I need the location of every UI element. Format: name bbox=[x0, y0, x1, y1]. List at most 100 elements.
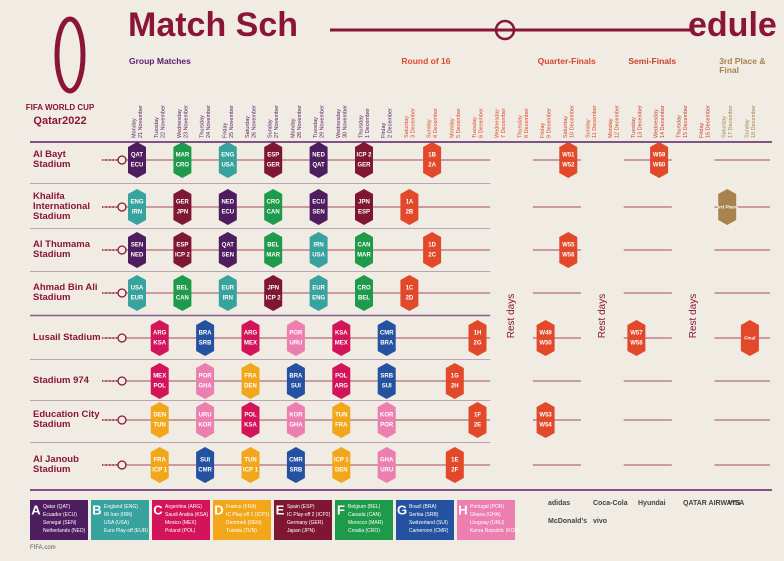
group-team: Uruguay (URU) bbox=[470, 520, 505, 526]
match-team: BRA bbox=[199, 331, 213, 337]
match-team: W59 bbox=[653, 153, 666, 159]
match-team: BEL bbox=[176, 286, 188, 292]
match-badge bbox=[309, 189, 328, 225]
date-label: 25 November bbox=[229, 105, 235, 138]
date-label: 2 December bbox=[388, 108, 394, 138]
match-team: W60 bbox=[653, 163, 666, 169]
stadium-name: Lusail Stadium bbox=[33, 332, 101, 344]
match-badge bbox=[218, 275, 237, 311]
match-team: 1C bbox=[406, 286, 414, 292]
match-badge bbox=[332, 363, 351, 399]
sponsor: Hyundai bbox=[638, 500, 666, 507]
stage-label: Semi-Finals bbox=[628, 56, 677, 66]
match-team: ARG bbox=[335, 384, 349, 390]
match-team: SEN bbox=[131, 243, 143, 249]
match-team: IRN bbox=[223, 296, 233, 302]
stadium-name: Education City Stadium bbox=[33, 409, 100, 430]
match-team: 1B bbox=[428, 153, 436, 159]
match-badge bbox=[173, 189, 192, 225]
match-team: EUR bbox=[131, 296, 144, 302]
day-label: Sunday bbox=[744, 119, 750, 138]
match-team: GHA bbox=[289, 423, 303, 429]
date-label: 23 November bbox=[183, 105, 189, 138]
date-label: 27 November bbox=[274, 105, 280, 138]
stadium-name: Ahmad Bin Ali Stadium bbox=[33, 282, 98, 303]
group-letter: H bbox=[458, 502, 467, 517]
stage-label: Round of 16 bbox=[401, 56, 451, 66]
date-label: 22 November bbox=[161, 105, 167, 138]
match-team: ICP 1 bbox=[152, 468, 168, 474]
date-label: 17 December bbox=[728, 105, 734, 138]
match-badge bbox=[377, 447, 396, 483]
match-badge bbox=[400, 189, 419, 225]
match-badge bbox=[468, 402, 487, 438]
match-team: EUR bbox=[312, 286, 325, 292]
match-team: BEL bbox=[358, 296, 370, 302]
match-team: JPN bbox=[267, 286, 279, 292]
match-badge bbox=[355, 275, 373, 311]
group-team: Ecuador (ECU) bbox=[43, 512, 77, 518]
match-team: W56 bbox=[562, 253, 575, 259]
match-team: URU bbox=[289, 341, 302, 347]
match-team: MAR bbox=[266, 253, 280, 259]
date-label: 15 December bbox=[683, 105, 689, 138]
match-badge bbox=[150, 320, 169, 356]
day-label: Friday bbox=[699, 122, 705, 138]
date-label: 14 December bbox=[660, 105, 666, 138]
match-team: GER bbox=[357, 163, 371, 169]
group-team: Mexico (MEX) bbox=[165, 520, 197, 526]
match-badge bbox=[445, 363, 464, 399]
rest-days-label: Rest days bbox=[597, 294, 608, 338]
stadium-icon bbox=[117, 460, 127, 470]
match-team: 1G bbox=[451, 374, 459, 380]
match-team: ECU bbox=[131, 163, 144, 169]
group-box bbox=[457, 500, 515, 540]
match-team: TUN bbox=[154, 423, 166, 429]
match-badge bbox=[355, 142, 373, 178]
day-label: Saturday bbox=[404, 116, 410, 138]
group-box bbox=[152, 500, 210, 540]
stadium-name: Stadium 974 bbox=[33, 375, 89, 387]
match-team: TUN bbox=[244, 458, 256, 464]
group-team: IC Play-off 2 (ICP2) bbox=[287, 512, 331, 518]
group-team: Denmark (DEN) bbox=[226, 520, 262, 526]
match-team: ECU bbox=[312, 200, 325, 206]
match-badge bbox=[128, 275, 146, 311]
match-team: ENG bbox=[312, 296, 325, 302]
match-team: 2E bbox=[474, 423, 481, 429]
match-team: W57 bbox=[630, 331, 643, 337]
match-team: 2A bbox=[428, 163, 436, 169]
group-team: France (FRA) bbox=[226, 504, 257, 510]
match-team: SRB bbox=[380, 374, 393, 380]
footer-site: FIFA.com bbox=[30, 545, 56, 551]
group-team: Japan (JPN) bbox=[287, 528, 315, 534]
match-team: URU bbox=[199, 413, 212, 419]
match-team: W51 bbox=[562, 153, 575, 159]
match-badge bbox=[150, 402, 169, 438]
match-team: MEX bbox=[244, 341, 257, 347]
match-team: KSA bbox=[335, 331, 348, 337]
match-team: GHA bbox=[198, 384, 212, 390]
match-badge bbox=[128, 142, 146, 178]
match-badge bbox=[264, 275, 283, 311]
match-team: ESP bbox=[267, 153, 279, 159]
match-team: NED bbox=[312, 153, 325, 159]
match-badge bbox=[740, 320, 759, 356]
group-team: Brazil (BRA) bbox=[409, 504, 437, 510]
group-letter: A bbox=[31, 502, 41, 517]
match-team: JPN bbox=[177, 210, 189, 216]
stage-label: Quarter-Finals bbox=[537, 56, 596, 66]
rest-days-label: Rest days bbox=[506, 294, 517, 338]
logo-line2: Qatar2022 bbox=[33, 115, 86, 127]
date-label: 8 December bbox=[524, 108, 530, 138]
match-badge bbox=[559, 142, 578, 178]
sponsor: McDonald's bbox=[548, 518, 588, 525]
group-letter: C bbox=[153, 502, 163, 517]
match-team: ICP 2 bbox=[175, 253, 191, 259]
day-label: Monday bbox=[131, 118, 137, 138]
match-badge bbox=[332, 447, 351, 483]
match-team: CMR bbox=[289, 458, 303, 464]
group-team: IC Play-off 1 (ICP1) bbox=[226, 512, 270, 518]
group-team: Portugal (POR) bbox=[470, 504, 505, 510]
match-team: DEN bbox=[153, 413, 166, 419]
